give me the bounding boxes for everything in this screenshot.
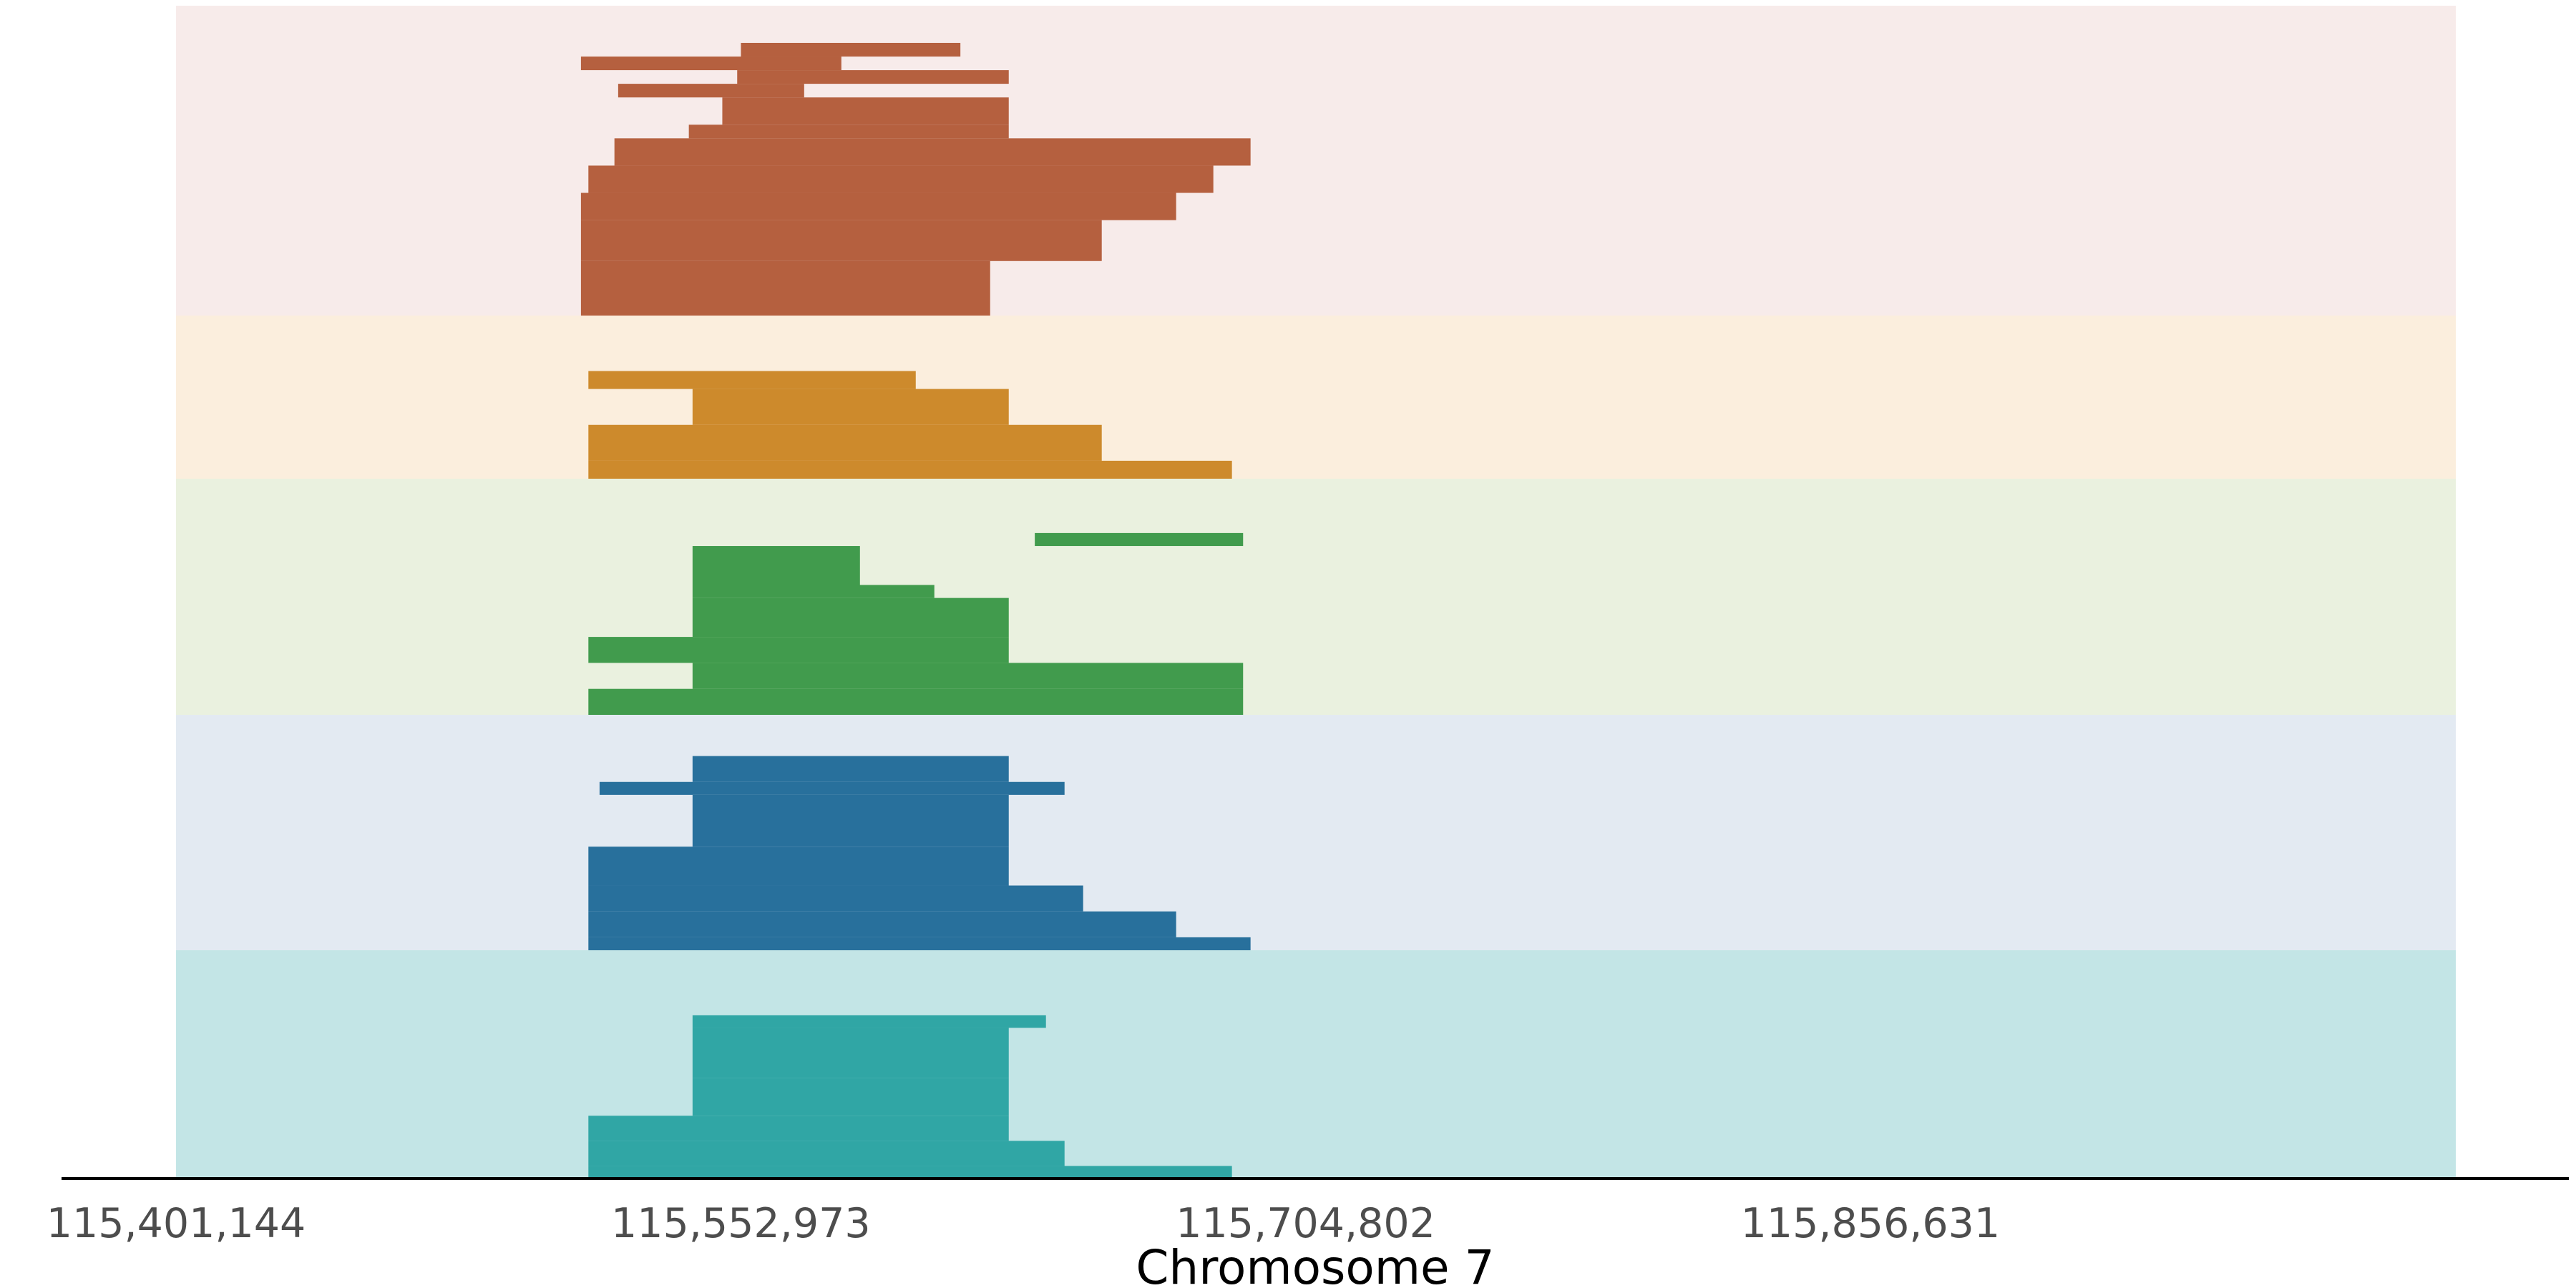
track-4-segment [588, 911, 1176, 937]
track-5-segment [588, 1141, 1065, 1166]
track-4-segment [599, 781, 1065, 795]
track-1-segment [614, 138, 1251, 166]
track-1-segment [618, 84, 804, 98]
track-3-segment [692, 663, 1244, 689]
track-5-segment [588, 1116, 1009, 1141]
x-tick-label: 115,856,631 [1741, 1200, 2001, 1247]
track-5-segment [692, 1015, 1046, 1028]
track-4-segment [588, 937, 1251, 950]
track-2-background [176, 316, 2456, 479]
x-axis: 115,401,144 115,552,973 115,704,802 115,856… [47, 1177, 2569, 1247]
x-tick-label: 115,704,802 [1176, 1200, 1435, 1247]
track-3-segment [692, 585, 935, 598]
track-1-segment [580, 192, 1176, 220]
track-1-segment [580, 260, 990, 316]
track-5-segment [692, 1078, 1009, 1116]
track-2-segment [588, 424, 1102, 461]
track-2-segment [692, 389, 1009, 425]
track-2-segment [588, 460, 1232, 479]
track-5-segment [692, 1028, 1009, 1078]
track-1-segment [580, 220, 1102, 261]
track-3-segment [692, 597, 1009, 638]
x-axis-title: Chromosome 7 [1136, 1240, 1494, 1288]
track-4-segment [692, 794, 1009, 847]
track-4-background [176, 715, 2456, 950]
track-1-segment [580, 57, 841, 71]
track-1-background [176, 6, 2456, 316]
track-4-segment [588, 885, 1083, 912]
x-tick-label: 115,552,973 [611, 1200, 871, 1247]
track-1-segment [588, 165, 1214, 193]
track-3-segment [588, 637, 1009, 663]
track-4-segment [692, 756, 1009, 782]
track-marks [580, 42, 1251, 1179]
track-1-segment [737, 70, 1009, 84]
track-1-segment [741, 42, 961, 57]
x-ticks: 115,401,144 115,552,973 115,704,802 115,856… [47, 1200, 2001, 1247]
track-5-segment [588, 1166, 1232, 1179]
track-3-background [176, 479, 2456, 715]
track-3-segment [588, 688, 1244, 715]
track-1-segment [688, 125, 1009, 139]
track-5-background [176, 950, 2456, 1179]
track-1-segment [722, 97, 1009, 125]
track-4-segment [588, 847, 1009, 886]
track-3-segment [1035, 532, 1244, 547]
track-2-segment [588, 371, 916, 389]
track-backgrounds [176, 6, 2456, 1179]
track-3-segment [692, 546, 860, 585]
x-tick-label: 115,401,144 [47, 1200, 306, 1247]
